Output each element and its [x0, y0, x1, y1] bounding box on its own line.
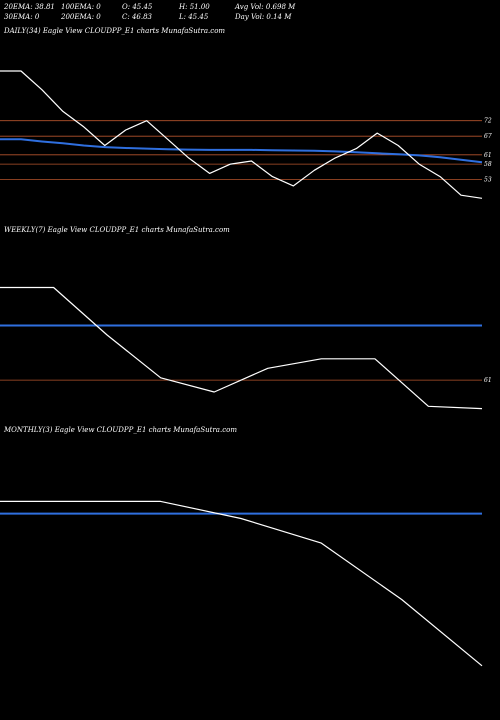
day-vol-value: Day Vol: 0.14 M — [235, 13, 292, 21]
daily-level-label-72: 72 — [484, 118, 492, 125]
avg-vol-value: Avg Vol: 0.698 M — [235, 3, 296, 11]
close-value: C: 46.83 — [122, 13, 152, 21]
low-value: L: 45.45 — [179, 13, 209, 21]
stats-row-1: 20EMA: 38.81 100EMA: 0 O: 45.45 H: 51.00… — [4, 2, 335, 12]
ema200-value: 200EMA: 0 — [61, 13, 101, 21]
stats-row-2: 30EMA: 0 200EMA: 0 C: 46.83 L: 45.45 Day… — [4, 12, 335, 22]
stats-header: 20EMA: 38.81 100EMA: 0 O: 45.45 H: 51.00… — [4, 2, 335, 22]
daily-level-label-67: 67 — [484, 133, 492, 140]
daily-level-label-58: 58 — [484, 161, 492, 168]
weekly-level-label-61: 61 — [484, 377, 492, 384]
ema30-value: 30EMA: 0 — [4, 13, 40, 21]
monthly-chart — [0, 500, 483, 667]
daily-panel-title: DAILY(34) Eagle View CLOUDPP_E1 charts M… — [4, 27, 226, 35]
ema100-value: 100EMA: 0 — [61, 3, 101, 11]
monthly-panel-title: MONTHLY(3) Eagle View CLOUDPP_E1 charts … — [4, 426, 237, 434]
monthly-price-line — [0, 500, 483, 667]
daily-chart: 72 67 61 58 53 — [0, 70, 492, 199]
open-value: O: 45.45 — [122, 3, 153, 11]
high-value: H: 51.00 — [179, 3, 210, 11]
ema20-value: 20EMA: 38.81 — [4, 3, 55, 11]
weekly-chart: 61 — [0, 286, 492, 410]
daily-price-line — [0, 70, 483, 199]
daily-level-label-53: 53 — [484, 177, 492, 184]
weekly-panel-title: WEEKLY(7) Eagle View CLOUDPP_E1 charts M… — [4, 226, 230, 234]
daily-level-label-61: 61 — [484, 152, 492, 159]
daily-ema-line — [0, 138, 483, 164]
weekly-price-line — [0, 286, 483, 410]
